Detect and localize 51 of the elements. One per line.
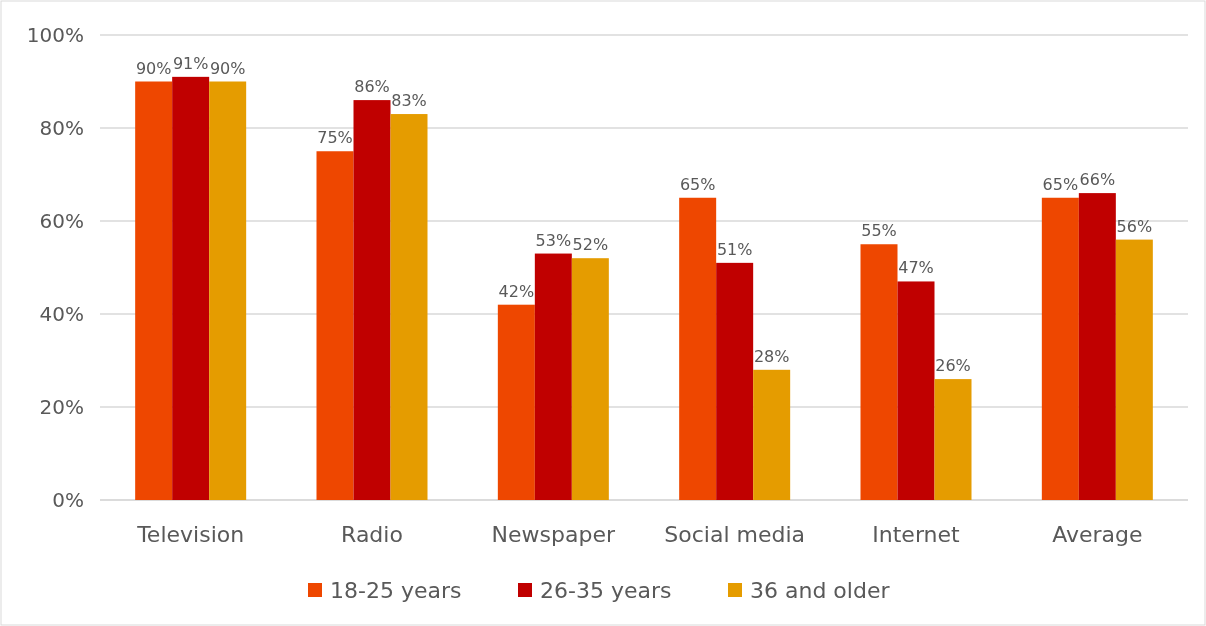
bar [860,244,898,500]
bar [497,304,535,500]
data-label: 91% [172,53,209,73]
data-label: 26% [935,356,971,376]
bar [135,81,173,500]
data-label: 51% [716,239,753,259]
bar [934,379,972,500]
bar [353,100,391,500]
data-label: 47% [898,258,934,278]
data-label: 52% [572,235,609,255]
bar [172,76,210,500]
bar [897,281,935,500]
bar [390,114,428,500]
bar [1115,239,1153,500]
data-label: 28% [753,346,790,366]
data-label: 90% [209,58,246,78]
x-tick-label: Social media [664,522,806,547]
legend-label: 26-35 years [540,577,672,603]
data-label: 86% [354,77,390,97]
data-label: 83% [391,91,427,111]
data-label: 66% [1079,170,1116,190]
data-label: 65% [1042,174,1079,194]
data-label: 56% [1116,216,1153,236]
y-tick-label: 0% [52,488,84,512]
x-tick-label: Average [1052,522,1143,547]
bar [1041,197,1079,500]
y-tick-label: 80% [39,116,84,140]
bar [1078,193,1116,500]
bar [316,151,354,500]
data-label: 65% [679,174,716,194]
data-label: 90% [135,58,172,78]
data-label: 55% [861,221,897,241]
x-tick-label: Television [136,522,245,547]
x-tick-label: Newspaper [491,522,616,547]
bar [571,258,609,500]
bar [679,197,717,500]
data-label: 42% [498,281,535,301]
bar [534,253,572,500]
data-label: 75% [317,128,353,148]
x-tick-label: Internet [872,522,961,547]
data-label: 53% [535,230,572,250]
legend-label: 18-25 years [330,577,462,603]
bar [209,81,247,500]
legend-label: 36 and older [750,577,891,603]
bar [716,262,754,500]
bar [753,369,791,500]
y-tick-label: 100% [26,23,84,47]
y-tick-label: 20% [39,395,84,419]
y-tick-label: 60% [39,209,84,233]
y-tick-label: 40% [39,302,84,326]
x-tick-label: Radio [341,522,403,547]
